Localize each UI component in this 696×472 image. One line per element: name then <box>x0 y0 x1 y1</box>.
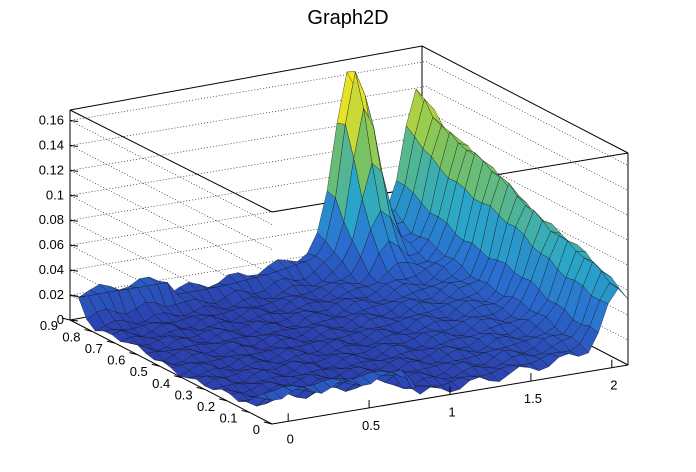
z-tick-label: 0.08 <box>39 212 64 227</box>
z-tick <box>69 194 79 197</box>
y-tick <box>218 398 228 402</box>
z-tick-label: 0.14 <box>39 137 64 152</box>
z-tick-label: 0 <box>57 312 64 327</box>
y-tick <box>106 340 116 344</box>
z-tick <box>69 119 79 122</box>
y-tick-label: 0.5 <box>130 364 148 379</box>
z-tick-label: 0.04 <box>39 262 64 277</box>
y-tick-label: 0.4 <box>152 376 170 391</box>
y-tick-label: 0.9 <box>40 318 58 333</box>
y-tick <box>151 363 160 367</box>
x-tick-label: 2 <box>610 378 617 393</box>
z-tick <box>69 294 79 297</box>
surface <box>69 71 629 407</box>
z-tick <box>69 219 79 222</box>
z-tick <box>69 169 79 172</box>
y-tick-label: 0.3 <box>175 387 193 402</box>
y-tick <box>241 409 250 413</box>
z-tick <box>69 319 79 322</box>
x-tick-label: 1.5 <box>524 391 542 406</box>
z-axis: 0 0.02 0.04 0.06 0.08 0.1 0.12 0.14 0.16 <box>39 112 79 327</box>
surface-patch <box>609 282 629 300</box>
x-tick-label: 1 <box>448 405 455 420</box>
z-tick <box>69 269 79 272</box>
y-tick <box>129 352 138 356</box>
y-tick-label: 0.1 <box>219 410 237 425</box>
z-tick-label: 0.02 <box>39 287 64 302</box>
y-tick-label: 0.2 <box>197 399 215 414</box>
y-tick-label: 0.7 <box>85 341 103 356</box>
y-tick-label: 0.8 <box>62 330 80 345</box>
y-tick-label: 0 <box>253 422 260 437</box>
x-axis: 0 0.5 1 1.5 2 <box>287 359 617 446</box>
y-axis: 0 0.1 0.2 0.3 0.4 0.5 0.6 0.7 0.8 0.9 <box>40 317 273 437</box>
y-tick <box>84 329 93 333</box>
x-tick-label: 0 <box>287 431 294 446</box>
y-tick <box>174 375 183 379</box>
z-tick <box>69 244 79 247</box>
z-tick-label: 0.1 <box>46 187 64 202</box>
chart-title: Graph2D <box>307 7 388 29</box>
z-tick-label: 0.16 <box>39 112 64 127</box>
z-tick <box>69 144 79 147</box>
y-tick <box>61 317 71 321</box>
y-tick <box>196 386 205 390</box>
y-tick <box>263 421 273 425</box>
z-tick-label: 0.06 <box>39 237 64 252</box>
x-tick-label: 0.5 <box>362 418 380 433</box>
z-tick-label: 0.12 <box>39 162 64 177</box>
y-tick-label: 0.6 <box>107 353 125 368</box>
